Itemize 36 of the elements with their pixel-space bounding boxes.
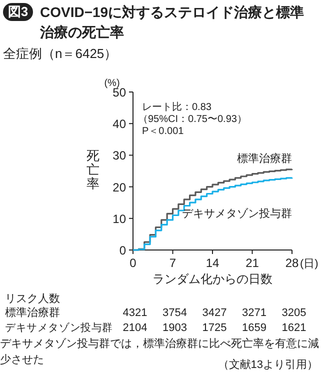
chart-subtitle: 全症例（n＝6425）	[3, 45, 118, 63]
y-tick-label: 20	[112, 180, 126, 194]
text: 1621	[282, 322, 306, 334]
text: (日)	[300, 258, 318, 270]
text: 3754	[162, 307, 187, 319]
series-label: 標準治療群	[237, 152, 292, 165]
annotation: （95%CI：0.75〜0.93）	[138, 114, 247, 125]
y-axis-title: 死亡率	[86, 148, 100, 191]
text: 3271	[242, 307, 266, 319]
x-tick-label: 7	[169, 256, 176, 270]
caption: 図3	[3, 3, 33, 21]
y-tick-label: 10	[112, 212, 126, 226]
x-tick-label: 0	[130, 256, 137, 270]
text: デキサメタゾン投与群	[5, 321, 115, 334]
series-label: デキサメタゾン投与群	[182, 207, 292, 220]
annotation: P＜0.001	[142, 126, 184, 137]
text: 2104	[122, 322, 148, 334]
x-tick-label: 14	[206, 256, 220, 270]
y-tick-label: 30	[112, 148, 126, 163]
annotation: レート比：0.83	[142, 101, 212, 113]
y-tick-label: 0	[119, 244, 126, 258]
text: 1725	[202, 322, 227, 334]
chart-title: COVID−19に対するステロイド治療と標準治療の死亡率	[40, 3, 306, 42]
text: (%)	[104, 78, 120, 89]
text: 4321	[122, 307, 148, 319]
x-axis-title: ランダム化からの日数	[152, 272, 272, 286]
x-tick-label: 21	[246, 256, 260, 270]
text: （文献13より引用）	[218, 358, 318, 371]
text: 3205	[282, 307, 306, 319]
text: リスク人数	[5, 293, 60, 305]
text: 標準治療群	[5, 306, 60, 319]
x-tick-label: 28	[285, 256, 299, 270]
y-tick-label: 40	[112, 117, 126, 132]
text: 1903	[162, 322, 187, 334]
text: 3427	[202, 307, 227, 319]
text: 1659	[242, 322, 266, 334]
